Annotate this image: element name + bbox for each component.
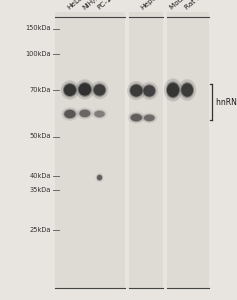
- Ellipse shape: [79, 110, 90, 117]
- Ellipse shape: [180, 82, 194, 98]
- Ellipse shape: [143, 114, 155, 122]
- Ellipse shape: [142, 84, 156, 98]
- Ellipse shape: [141, 112, 157, 123]
- Ellipse shape: [96, 173, 103, 182]
- Text: 100kDa: 100kDa: [25, 51, 51, 57]
- Ellipse shape: [64, 110, 76, 118]
- Text: PC-12: PC-12: [96, 0, 116, 11]
- Ellipse shape: [75, 79, 94, 100]
- Text: 70kDa: 70kDa: [29, 87, 51, 93]
- Ellipse shape: [167, 83, 179, 97]
- Text: HepG2: HepG2: [139, 0, 162, 11]
- Ellipse shape: [131, 114, 142, 121]
- Text: HeLa: HeLa: [66, 0, 84, 11]
- Ellipse shape: [63, 109, 77, 119]
- Ellipse shape: [144, 115, 155, 121]
- Ellipse shape: [94, 110, 105, 118]
- Ellipse shape: [64, 84, 76, 96]
- Ellipse shape: [79, 109, 91, 118]
- Ellipse shape: [96, 174, 103, 181]
- Ellipse shape: [63, 83, 77, 97]
- Ellipse shape: [143, 85, 155, 97]
- Ellipse shape: [78, 83, 91, 96]
- Text: Mouse brain: Mouse brain: [169, 0, 207, 11]
- Ellipse shape: [164, 79, 182, 101]
- Ellipse shape: [91, 81, 108, 99]
- Ellipse shape: [128, 112, 145, 124]
- Bar: [55, 12, 125, 288]
- Ellipse shape: [129, 83, 143, 98]
- Ellipse shape: [140, 82, 158, 100]
- Ellipse shape: [78, 82, 92, 97]
- Ellipse shape: [93, 83, 106, 97]
- Ellipse shape: [61, 107, 78, 121]
- Text: 150kDa: 150kDa: [25, 26, 51, 32]
- Ellipse shape: [181, 83, 193, 97]
- Ellipse shape: [94, 84, 105, 96]
- Text: 50kDa: 50kDa: [29, 134, 51, 140]
- Text: 35kDa: 35kDa: [30, 187, 51, 193]
- Text: 25kDa: 25kDa: [29, 226, 51, 232]
- Ellipse shape: [166, 81, 180, 99]
- Ellipse shape: [127, 81, 146, 100]
- Text: 40kDa: 40kDa: [29, 172, 51, 178]
- Ellipse shape: [97, 175, 102, 180]
- Ellipse shape: [61, 80, 79, 100]
- Text: NIH/3T3: NIH/3T3: [81, 0, 107, 11]
- Bar: [167, 12, 209, 288]
- Text: hnRNP K: hnRNP K: [216, 98, 237, 106]
- Ellipse shape: [77, 107, 93, 119]
- Ellipse shape: [130, 85, 142, 97]
- Ellipse shape: [130, 113, 143, 122]
- Ellipse shape: [92, 109, 107, 119]
- Text: Rat brain: Rat brain: [183, 0, 212, 11]
- Ellipse shape: [178, 79, 196, 101]
- Ellipse shape: [94, 111, 105, 117]
- Bar: [129, 12, 163, 288]
